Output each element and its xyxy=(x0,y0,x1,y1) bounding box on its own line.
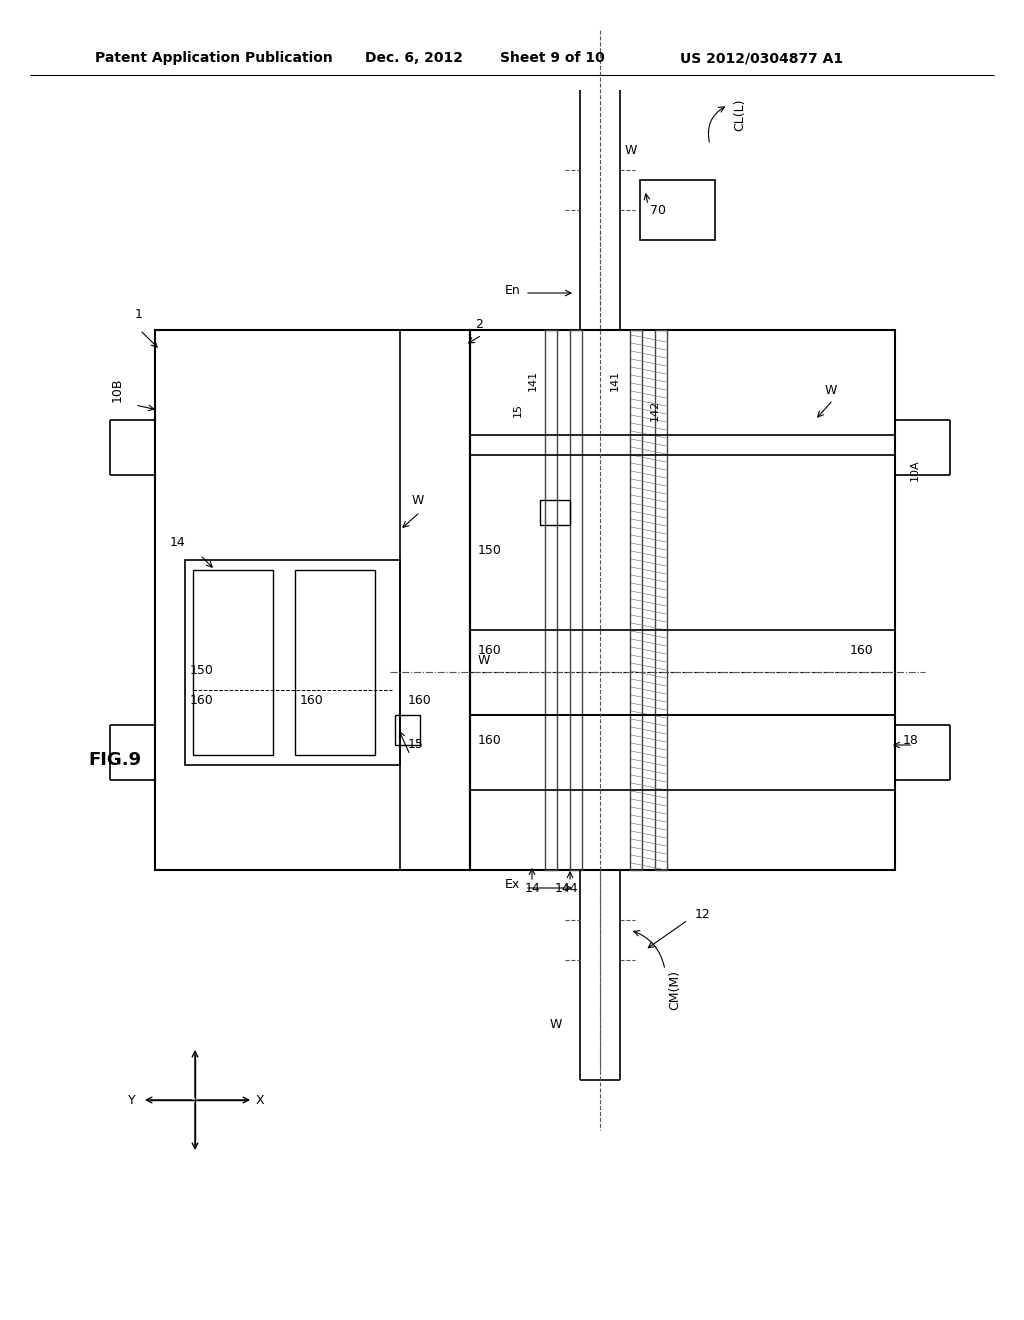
Bar xyxy=(640,180,715,240)
Bar xyxy=(155,330,470,870)
Text: 15: 15 xyxy=(408,738,424,751)
Bar xyxy=(395,715,420,744)
Text: 150: 150 xyxy=(478,544,502,557)
Text: 15: 15 xyxy=(513,403,523,417)
Bar xyxy=(185,560,400,766)
Text: 70: 70 xyxy=(650,203,666,216)
Text: En: En xyxy=(505,284,521,297)
Text: 160: 160 xyxy=(190,693,214,706)
Bar xyxy=(295,570,375,755)
Text: 2: 2 xyxy=(475,318,483,331)
Text: US 2012/0304877 A1: US 2012/0304877 A1 xyxy=(680,51,843,65)
Bar xyxy=(540,500,570,525)
Text: 141: 141 xyxy=(528,370,538,391)
Text: 141: 141 xyxy=(610,370,620,391)
Text: Dec. 6, 2012: Dec. 6, 2012 xyxy=(365,51,463,65)
Bar xyxy=(545,330,557,870)
Text: 150: 150 xyxy=(190,664,214,676)
Text: 18: 18 xyxy=(903,734,919,747)
Bar xyxy=(655,330,667,870)
Text: 160: 160 xyxy=(478,734,502,747)
Text: Patent Application Publication: Patent Application Publication xyxy=(95,51,333,65)
Text: W: W xyxy=(825,384,838,396)
Text: 14: 14 xyxy=(525,882,541,895)
Bar xyxy=(470,715,895,789)
Text: W: W xyxy=(412,494,424,507)
Text: Y: Y xyxy=(128,1093,136,1106)
Bar xyxy=(570,330,582,870)
Text: 14: 14 xyxy=(170,536,185,549)
Text: W: W xyxy=(550,1019,562,1031)
Text: Sheet 9 of 10: Sheet 9 of 10 xyxy=(500,51,605,65)
Text: 10B: 10B xyxy=(111,378,124,403)
Text: 160: 160 xyxy=(408,693,432,706)
Text: 1: 1 xyxy=(135,309,143,322)
Bar xyxy=(470,630,895,715)
Bar xyxy=(470,330,895,870)
Text: W: W xyxy=(625,144,637,157)
Text: X: X xyxy=(256,1093,264,1106)
Text: W: W xyxy=(478,653,490,667)
Text: 160: 160 xyxy=(850,644,873,656)
Text: CM(M): CM(M) xyxy=(669,970,682,1010)
Text: CL(L): CL(L) xyxy=(733,99,746,131)
Text: 142: 142 xyxy=(650,400,660,421)
Text: Ex: Ex xyxy=(505,879,520,891)
Text: 160: 160 xyxy=(478,644,502,656)
Text: 144: 144 xyxy=(555,882,579,895)
Bar xyxy=(193,570,273,755)
Text: 10A: 10A xyxy=(910,459,920,480)
Text: 160: 160 xyxy=(300,693,324,706)
Text: FIG.9: FIG.9 xyxy=(88,751,141,770)
Bar xyxy=(630,330,642,870)
Text: 12: 12 xyxy=(695,908,711,921)
